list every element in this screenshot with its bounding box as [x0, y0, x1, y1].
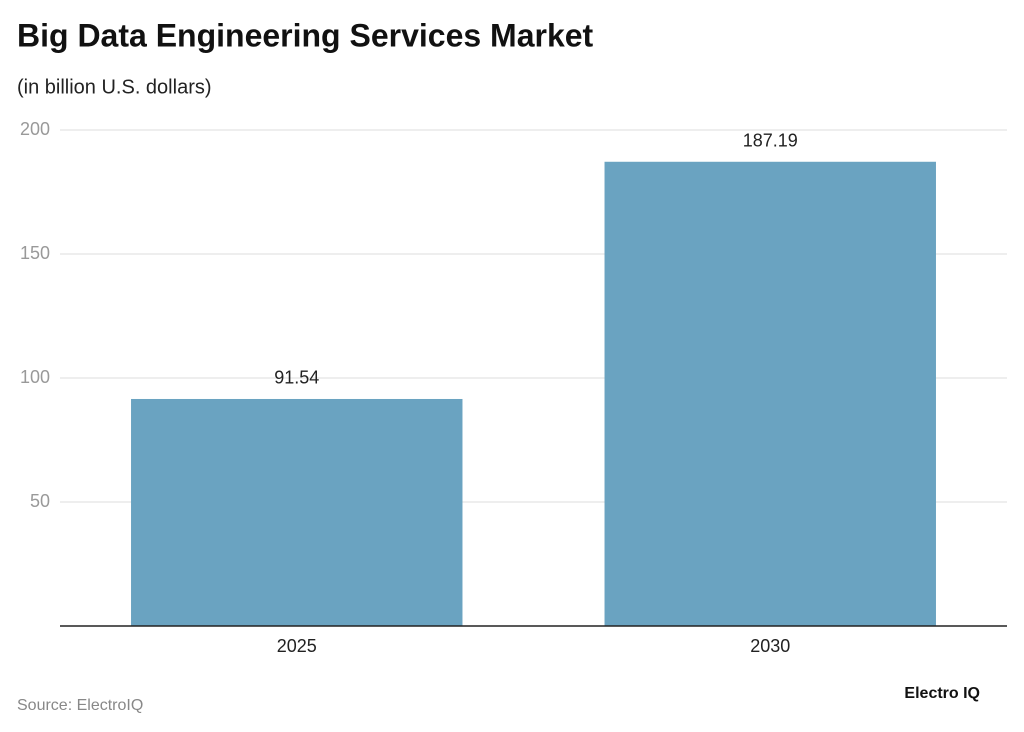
y-tick-label: 200: [20, 119, 50, 139]
brand-logo: Electro IQ: [904, 685, 980, 702]
chart-title: Big Data Engineering Services Market: [17, 17, 594, 53]
x-tick-label: 2025: [277, 636, 317, 656]
value-label: 187.19: [743, 131, 798, 151]
bar: [131, 398, 463, 626]
value-label: 91.54: [274, 368, 319, 388]
y-tick-label: 150: [20, 243, 50, 263]
chart-subtitle: (in billion U.S. dollars): [17, 76, 212, 98]
bar: [604, 161, 936, 626]
source-note: Source: ElectroIQ: [17, 697, 143, 714]
y-tick-label: 100: [20, 367, 50, 387]
x-tick-label: 2030: [750, 636, 790, 656]
y-tick-label: 50: [30, 491, 50, 511]
